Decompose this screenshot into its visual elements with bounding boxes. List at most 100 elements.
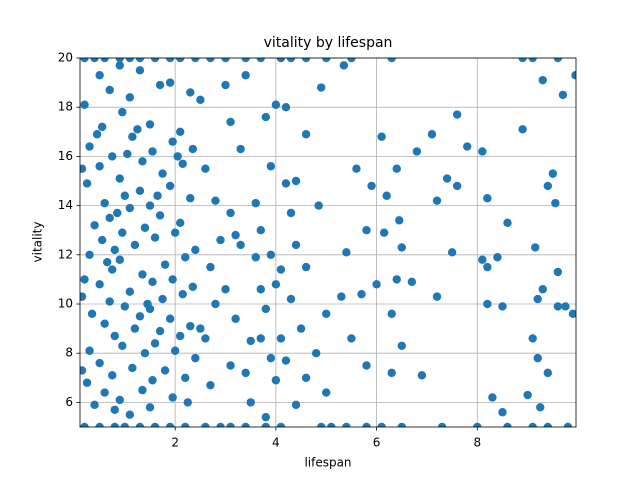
y-tick-label: 18 [58, 100, 73, 114]
x-tick-label: 2 [171, 436, 179, 450]
point [372, 280, 381, 289]
point [395, 216, 404, 225]
point [165, 181, 175, 191]
grid [80, 57, 576, 427]
point [181, 253, 190, 262]
point [145, 120, 155, 129]
point [246, 336, 255, 346]
point [196, 95, 205, 105]
point [251, 198, 260, 208]
point [176, 58, 185, 63]
points [80, 58, 576, 427]
point [261, 112, 271, 122]
point [553, 302, 563, 311]
point [186, 88, 195, 97]
point [140, 223, 150, 232]
point [397, 422, 406, 427]
point [191, 245, 200, 255]
point [432, 292, 442, 301]
point [493, 253, 502, 262]
point [397, 243, 406, 252]
point [115, 58, 124, 63]
point [138, 385, 147, 395]
point [181, 422, 190, 427]
point [113, 208, 122, 218]
y-tick-label: 12 [58, 247, 73, 261]
point [241, 422, 250, 427]
point [201, 164, 210, 173]
point [271, 376, 281, 385]
point [170, 346, 180, 355]
point [82, 378, 92, 387]
point [150, 339, 160, 348]
point [165, 422, 175, 427]
point [206, 58, 215, 63]
point [160, 260, 170, 269]
point [347, 334, 356, 343]
point [165, 314, 175, 323]
y-tick-label: 6 [65, 395, 73, 409]
point [337, 292, 346, 301]
y-tick-label: 20 [58, 51, 73, 65]
y-tick-label: 10 [58, 297, 73, 311]
y-axis-label: vitality [31, 222, 45, 263]
point [80, 422, 89, 427]
point [176, 127, 185, 136]
point [503, 422, 512, 427]
point [150, 58, 160, 63]
point [276, 334, 286, 343]
point [281, 179, 291, 188]
point [125, 58, 135, 63]
point [314, 201, 323, 210]
point [110, 331, 119, 341]
point [256, 285, 265, 294]
point [322, 388, 331, 397]
point [85, 250, 94, 259]
point [291, 240, 301, 250]
point [181, 373, 190, 382]
point [95, 280, 104, 289]
axes-frame [79, 57, 577, 428]
point [80, 292, 87, 301]
point [115, 255, 124, 264]
point [133, 125, 142, 134]
point [538, 75, 547, 85]
point [387, 58, 396, 63]
point [168, 393, 177, 402]
point [143, 299, 152, 309]
point [382, 191, 391, 200]
point [317, 422, 326, 427]
point [108, 265, 117, 274]
point [339, 61, 349, 70]
point [120, 422, 130, 427]
point [135, 66, 145, 75]
point [276, 422, 286, 427]
point [523, 390, 532, 400]
x-axis-label: lifespan [304, 456, 351, 470]
point [538, 285, 547, 294]
point [276, 58, 286, 63]
point [327, 422, 336, 427]
point [110, 405, 119, 414]
point [226, 208, 235, 218]
point [90, 221, 99, 230]
point [518, 125, 527, 134]
point [281, 356, 291, 365]
point [437, 422, 447, 427]
point [518, 58, 527, 63]
point [377, 132, 386, 141]
point [357, 289, 366, 299]
point [95, 162, 104, 171]
point [322, 58, 331, 63]
point [95, 71, 104, 80]
point [488, 393, 497, 402]
point [135, 186, 145, 196]
point [115, 395, 124, 405]
point [528, 334, 537, 343]
point [543, 368, 553, 378]
point [108, 371, 117, 380]
point [261, 412, 271, 422]
point [531, 243, 540, 252]
point [236, 240, 245, 250]
